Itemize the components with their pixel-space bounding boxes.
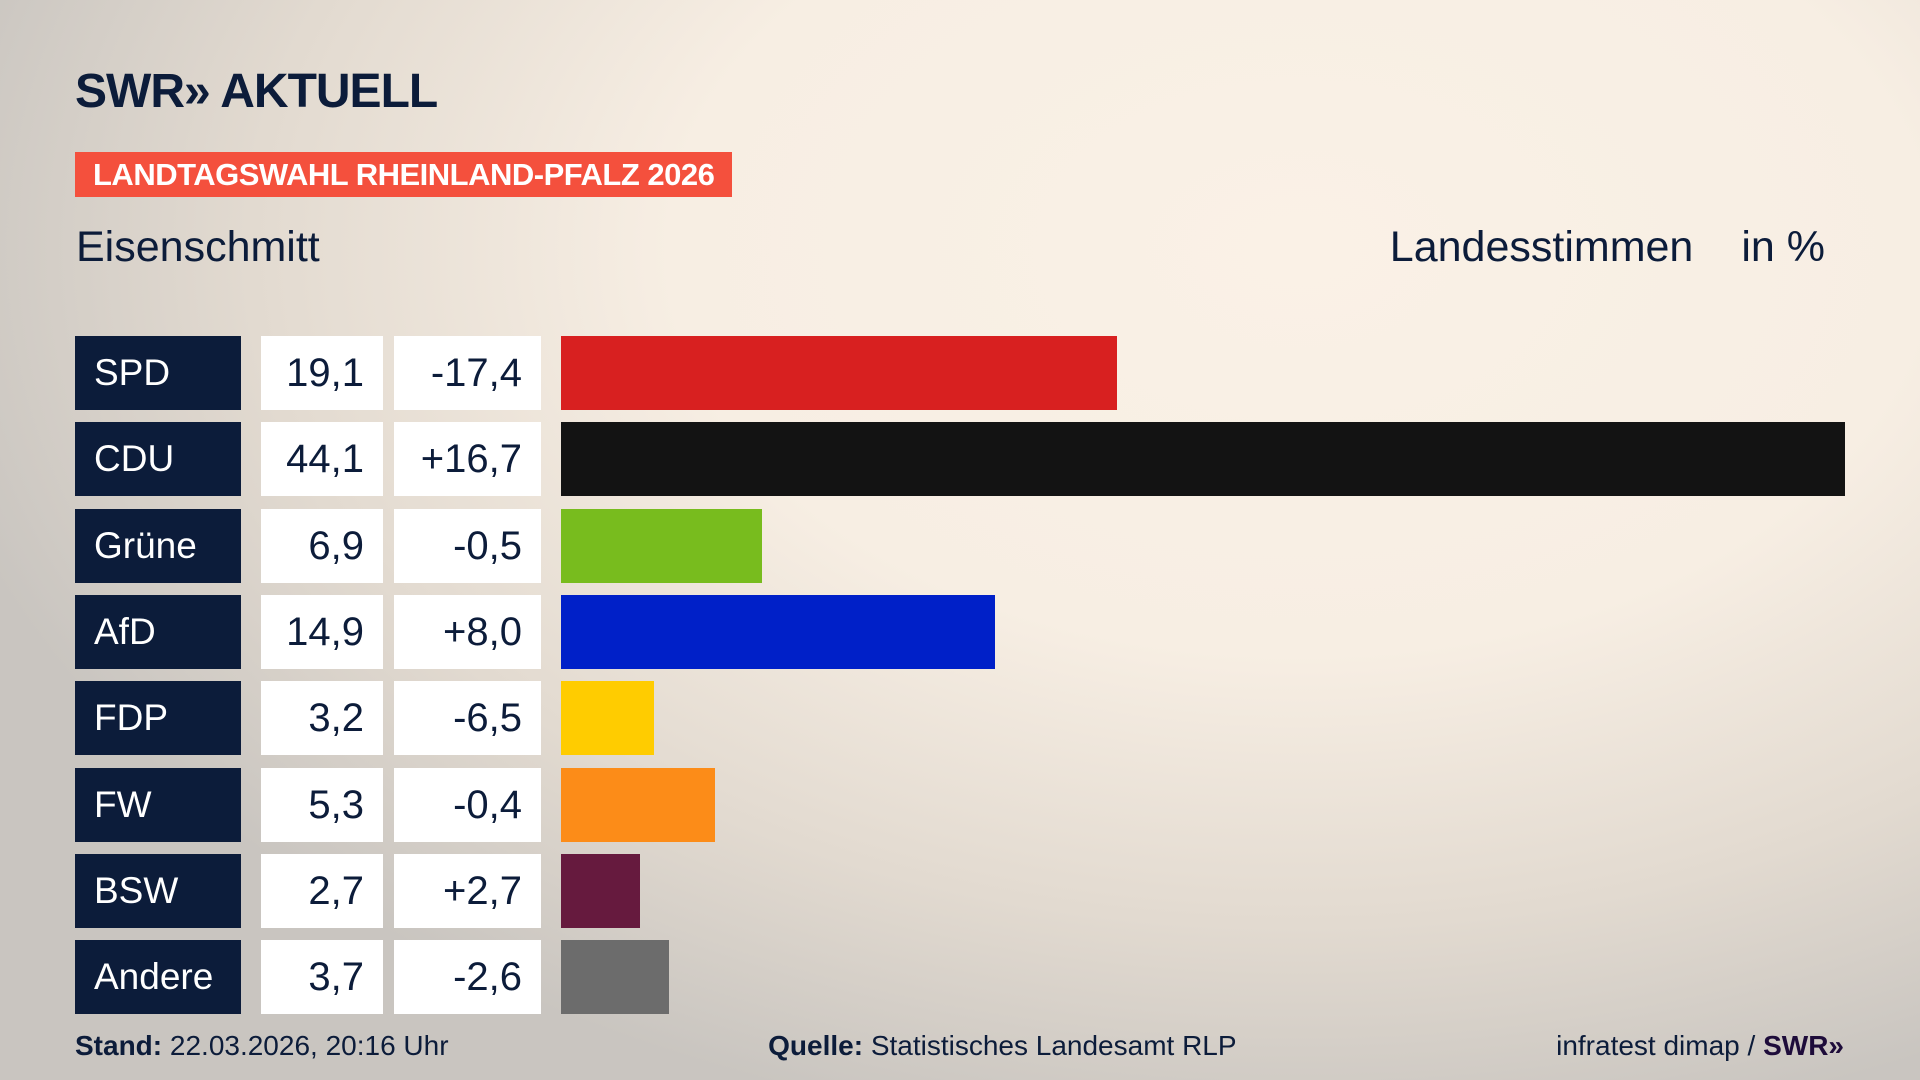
vote-share-value: 5,3: [261, 767, 383, 842]
vote-share-value: 6,9: [261, 508, 383, 583]
vote-change-value: -6,5: [394, 681, 541, 756]
credit: infratest dimap / SWR»: [1556, 1029, 1844, 1063]
footer: Stand: 22.03.2026, 20:16 Uhr Quelle: Sta…: [75, 1028, 1844, 1064]
party-label: FW: [75, 767, 241, 842]
source-value: Statistisches Landesamt RLP: [870, 1030, 1237, 1061]
party-label: Andere: [75, 940, 241, 1015]
source-label: Quelle:: [768, 1030, 864, 1061]
party-row: SPD 19,1 -17,4: [0, 336, 1920, 410]
vote-share-value: 14,9: [261, 594, 383, 669]
timestamp-value: 22.03.2026, 20:16 Uhr: [169, 1030, 449, 1061]
vote-change-value: -0,5: [394, 508, 541, 583]
party-row: Grüne 6,9 -0,5: [0, 508, 1920, 583]
bar-afd: [561, 594, 995, 669]
party-label: FDP: [75, 681, 241, 756]
vote-change-value: -0,4: [394, 767, 541, 842]
party-row: FW 5,3 -0,4: [0, 767, 1920, 842]
bar-fw: [561, 767, 716, 842]
swr-aktuell-logo: SWR» AKTUELL: [75, 65, 438, 118]
measure-label: Landesstimmen: [1389, 223, 1694, 271]
party-row: FDP 3,2 -6,5: [0, 681, 1920, 756]
vote-share-value: 3,7: [261, 940, 383, 1015]
vote-change-value: -17,4: [394, 336, 541, 410]
bar-bsw: [561, 853, 640, 928]
credit-text: infratest dimap /: [1556, 1030, 1756, 1061]
party-row: Andere 3,7 -2,6: [0, 940, 1920, 1015]
vote-share-value: 2,7: [261, 853, 383, 928]
party-row: AfD 14,9 +8,0: [0, 594, 1920, 669]
bar-spd: [561, 336, 1118, 410]
region-title: Eisenschmitt: [76, 223, 320, 271]
bar-andere: [561, 940, 669, 1015]
vote-share-value: 44,1: [261, 422, 383, 497]
bar-fdp: [561, 681, 655, 756]
unit-label: in %: [1741, 223, 1825, 271]
party-row: CDU 44,1 +16,7: [0, 422, 1920, 497]
timestamp-label: Stand:: [75, 1030, 163, 1061]
vote-share-value: 19,1: [261, 336, 383, 410]
party-label: SPD: [75, 336, 241, 410]
vote-change-value: +2,7: [394, 853, 541, 928]
bar-cdu: [561, 422, 1845, 497]
vote-change-value: +16,7: [394, 422, 541, 497]
party-label: BSW: [75, 853, 241, 928]
vote-change-value: -2,6: [394, 940, 541, 1015]
vote-share-value: 3,2: [261, 681, 383, 756]
election-banner: LANDTAGSWAHL RHEINLAND-PFALZ 2026: [75, 152, 733, 197]
party-label: CDU: [75, 422, 241, 497]
timestamp: Stand: 22.03.2026, 20:16 Uhr: [75, 1029, 449, 1063]
source: Quelle: Statistisches Landesamt RLP: [768, 1029, 1236, 1063]
swr-logo: SWR»: [1763, 1030, 1844, 1061]
party-label: Grüne: [75, 508, 241, 583]
bar-grüne: [561, 508, 762, 583]
column-headings: Landesstimmen in %: [1390, 222, 1825, 272]
party-row: BSW 2,7 +2,7: [0, 853, 1920, 928]
party-label: AfD: [75, 594, 241, 669]
vote-change-value: +8,0: [394, 594, 541, 669]
